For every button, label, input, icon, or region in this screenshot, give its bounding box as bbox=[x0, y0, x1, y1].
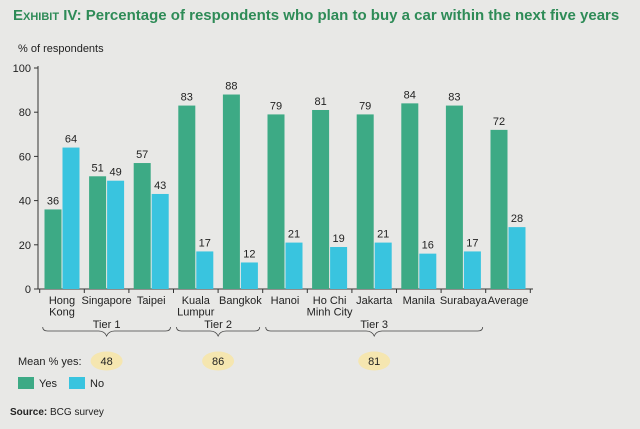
bar-no bbox=[107, 180, 125, 289]
bar-no bbox=[508, 227, 526, 289]
bar-yes bbox=[89, 176, 107, 289]
bar-no bbox=[196, 251, 214, 289]
y-tick-label: 0 bbox=[25, 284, 31, 296]
data-label-yes: 83 bbox=[448, 92, 460, 104]
data-label-no: 28 bbox=[511, 213, 523, 225]
data-label-yes: 72 bbox=[493, 116, 505, 128]
data-label-no: 49 bbox=[109, 167, 121, 179]
bar-yes bbox=[178, 105, 196, 289]
bar-yes bbox=[44, 209, 62, 289]
bar-no bbox=[151, 193, 169, 289]
bar-no bbox=[419, 253, 437, 289]
x-category-label: Singapore bbox=[82, 295, 132, 307]
mean-badge bbox=[90, 351, 123, 371]
y-tick-label: 20 bbox=[19, 240, 31, 252]
bar-yes bbox=[401, 103, 419, 289]
y-tick-label: 80 bbox=[19, 107, 31, 119]
tier-label: Tier 3 bbox=[360, 319, 388, 331]
x-category-label: Lumpur bbox=[177, 307, 215, 319]
bar-yes bbox=[356, 114, 374, 289]
data-label-yes: 81 bbox=[314, 96, 326, 108]
tier-bracket bbox=[265, 326, 484, 338]
x-category-label: Hong bbox=[49, 295, 75, 307]
chart-title: Exhibit IV: Percentage of respondents wh… bbox=[13, 7, 619, 24]
mean-value: 86 bbox=[212, 356, 224, 368]
bar-no bbox=[330, 247, 348, 289]
bar-yes bbox=[133, 163, 151, 289]
legend-swatch bbox=[69, 377, 85, 389]
y-axis-label: % of respondents bbox=[18, 43, 104, 55]
bar-no bbox=[62, 147, 80, 289]
y-tick-label: 100 bbox=[13, 63, 31, 75]
mean-badge bbox=[358, 351, 391, 371]
data-label-yes: 36 bbox=[47, 195, 59, 207]
legend-label: Yes bbox=[39, 378, 57, 390]
data-label-no: 17 bbox=[199, 237, 211, 249]
x-category-label: Ho Chi bbox=[313, 295, 347, 307]
legend-swatch bbox=[18, 377, 34, 389]
data-label-no: 12 bbox=[243, 248, 255, 260]
legend-label: No bbox=[90, 378, 104, 390]
data-label-no: 19 bbox=[332, 233, 344, 245]
data-label-no: 21 bbox=[288, 229, 300, 241]
source-note: Source: BCG survey bbox=[10, 407, 104, 418]
data-label-no: 43 bbox=[154, 180, 166, 192]
data-label-no: 16 bbox=[422, 240, 434, 252]
x-category-label: Manila bbox=[403, 295, 436, 307]
x-category-label: Jakarta bbox=[356, 295, 393, 307]
y-tick-label: 40 bbox=[19, 196, 31, 208]
x-category-label: Bangkok bbox=[219, 295, 262, 307]
x-category-label: Minh City bbox=[307, 307, 353, 319]
chart-title-text: Percentage of respondents who plan to bu… bbox=[85, 7, 620, 24]
x-category-label: Average bbox=[488, 295, 529, 307]
source-label: Source: bbox=[10, 407, 48, 418]
x-category-label: Kong bbox=[49, 307, 75, 319]
x-category-label: Kuala bbox=[182, 295, 211, 307]
mean-value: 48 bbox=[100, 356, 112, 368]
bar-yes bbox=[222, 94, 240, 290]
data-label-yes: 83 bbox=[181, 92, 193, 104]
x-category-label: Hanoi bbox=[271, 295, 300, 307]
bar-yes bbox=[312, 109, 330, 290]
tier-bracket bbox=[176, 326, 261, 338]
data-label-yes: 51 bbox=[91, 162, 103, 174]
mean-label: Mean % yes: bbox=[18, 356, 82, 368]
bar-no bbox=[285, 242, 303, 289]
tier-label: Tier 1 bbox=[93, 319, 121, 331]
tier-label: Tier 2 bbox=[204, 319, 232, 331]
mean-badge bbox=[202, 351, 235, 371]
data-label-yes: 57 bbox=[136, 149, 148, 161]
bar-yes bbox=[445, 105, 463, 289]
bar-yes bbox=[490, 129, 508, 289]
data-label-no: 17 bbox=[466, 237, 478, 249]
bar-no bbox=[240, 262, 258, 289]
bar-yes bbox=[267, 114, 285, 289]
data-label-yes: 79 bbox=[270, 100, 282, 112]
bar-no bbox=[463, 251, 481, 289]
data-label-no: 21 bbox=[377, 229, 389, 241]
source-text: BCG survey bbox=[50, 407, 104, 418]
data-label-no: 64 bbox=[65, 134, 77, 146]
x-category-label: Surabaya bbox=[440, 295, 488, 307]
mean-value: 81 bbox=[368, 356, 380, 368]
exhibit-number: Exhibit IV: bbox=[13, 7, 82, 24]
data-label-yes: 88 bbox=[225, 81, 237, 93]
bar-no bbox=[374, 242, 392, 289]
data-label-yes: 84 bbox=[404, 89, 416, 101]
x-category-label: Taipei bbox=[137, 295, 166, 307]
y-tick-label: 60 bbox=[19, 151, 31, 163]
tier-bracket bbox=[42, 326, 171, 338]
data-label-yes: 79 bbox=[359, 100, 371, 112]
